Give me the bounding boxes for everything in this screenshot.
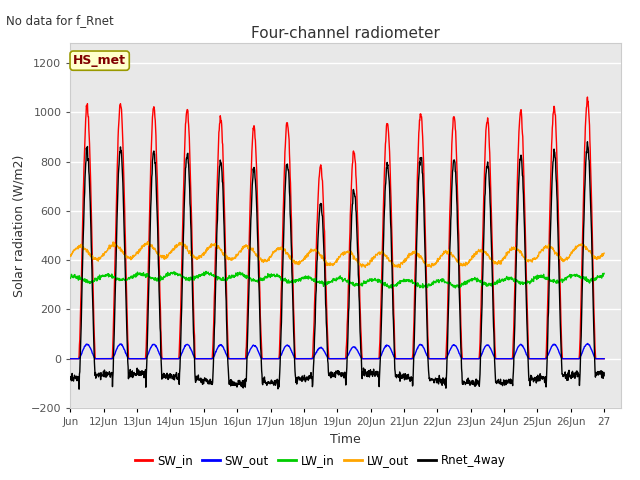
Legend: SW_in, SW_out, LW_in, LW_out, Rnet_4way: SW_in, SW_out, LW_in, LW_out, Rnet_4way: [130, 449, 510, 472]
Y-axis label: Solar radiation (W/m2): Solar radiation (W/m2): [12, 155, 26, 297]
Text: HS_met: HS_met: [73, 54, 126, 67]
Title: Four-channel radiometer: Four-channel radiometer: [251, 25, 440, 41]
X-axis label: Time: Time: [330, 432, 361, 445]
Text: No data for f_Rnet: No data for f_Rnet: [6, 14, 114, 27]
